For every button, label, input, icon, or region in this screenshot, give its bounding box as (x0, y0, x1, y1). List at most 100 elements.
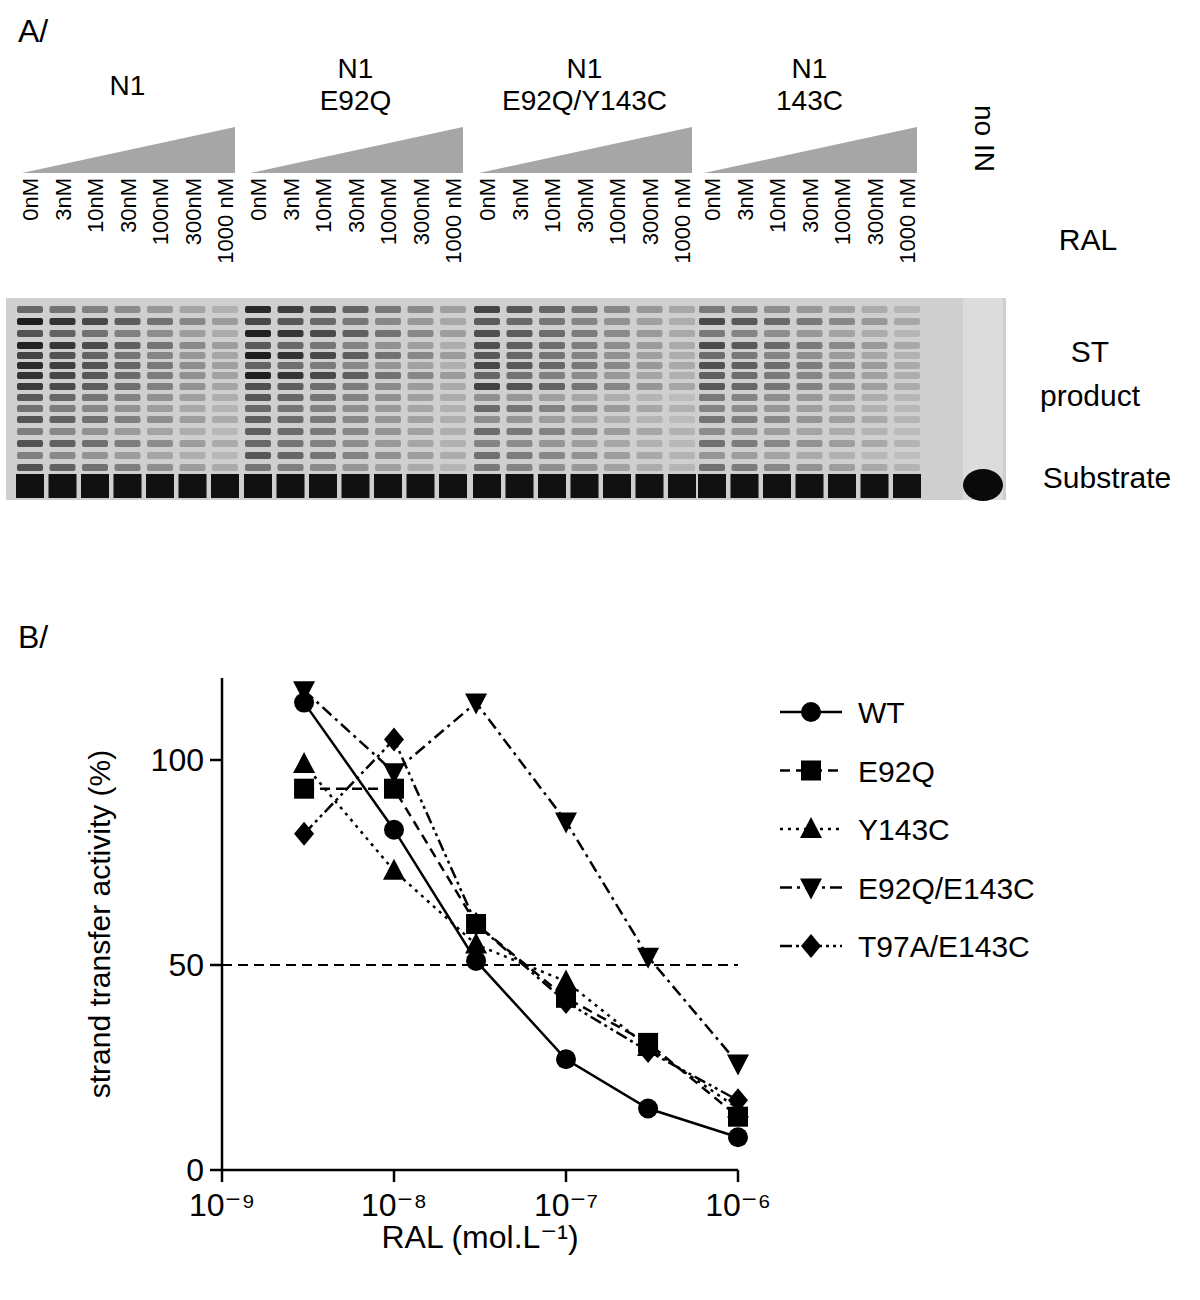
gel-band (539, 306, 565, 313)
lane-label: 0nM (475, 178, 500, 221)
gel-band (50, 352, 76, 359)
gel-band (212, 318, 238, 325)
data-point (383, 859, 405, 880)
gel-band (278, 362, 304, 369)
lane-label: 300nM (863, 178, 888, 245)
gel-band (115, 362, 141, 369)
gel-band (82, 405, 108, 412)
gel-band (732, 383, 758, 390)
gel-band (440, 362, 466, 369)
gel-band (797, 440, 823, 447)
gel-band (894, 342, 920, 349)
gel-band (507, 383, 533, 390)
gel-band (764, 362, 790, 369)
gel-band (669, 352, 695, 359)
gel-band (637, 405, 663, 412)
data-point (466, 912, 486, 936)
gel-band (732, 428, 758, 435)
gel-band (115, 318, 141, 325)
gel-band (797, 405, 823, 412)
gel-band (408, 318, 434, 325)
gel-band (245, 416, 271, 423)
data-point (555, 969, 577, 990)
x-axis (222, 1169, 738, 1172)
gel-band (862, 440, 888, 447)
x-tick (393, 1170, 396, 1182)
gel-band (147, 318, 173, 325)
y-tick (210, 1169, 222, 1172)
gel-band (278, 416, 304, 423)
gel-band (894, 330, 920, 337)
gel-band (440, 464, 466, 471)
gel-band (604, 383, 630, 390)
gel-band (604, 330, 630, 337)
gel-band (147, 306, 173, 313)
gel-band (474, 342, 500, 349)
lane-label: 30nM (798, 178, 823, 233)
gel-band (797, 342, 823, 349)
gel-band (764, 440, 790, 447)
gel-band (732, 440, 758, 447)
lane-label: 100nM (605, 178, 630, 245)
substrate-band (211, 474, 239, 498)
gel-band (764, 405, 790, 412)
gel-band (732, 352, 758, 359)
gel-band (732, 394, 758, 401)
gel-band (829, 352, 855, 359)
gel-band (310, 452, 336, 459)
gel-band (669, 394, 695, 401)
gel-band (343, 330, 369, 337)
gel-band (310, 464, 336, 471)
gel-band (82, 464, 108, 471)
gel-band (797, 416, 823, 423)
gel-band (474, 464, 500, 471)
gel-band (147, 405, 173, 412)
gel-band (764, 318, 790, 325)
series-line (304, 703, 738, 1138)
gel-band (862, 306, 888, 313)
gel-band (180, 362, 206, 369)
gel-band (278, 405, 304, 412)
substrate-band (374, 474, 402, 498)
y-axis-label: strand transfer activity (%) (83, 750, 116, 1098)
gel-band (50, 440, 76, 447)
gel-band (539, 394, 565, 401)
gel-band (474, 452, 500, 459)
lane-label: 30nM (116, 178, 141, 233)
gel-band (278, 352, 304, 359)
gel-band (310, 440, 336, 447)
gel-band (147, 394, 173, 401)
gel-band (278, 372, 304, 379)
gel-band (245, 330, 271, 337)
gel-band (115, 330, 141, 337)
gel-band (310, 405, 336, 412)
gel-band (408, 306, 434, 313)
gel-band (764, 342, 790, 349)
gel-band (180, 394, 206, 401)
gel-band (764, 352, 790, 359)
gel-band (894, 416, 920, 423)
gel-band (507, 330, 533, 337)
gel-band (507, 362, 533, 369)
gel-band (310, 416, 336, 423)
gel-band (343, 372, 369, 379)
gel-band (572, 452, 598, 459)
gel-band (669, 440, 695, 447)
gel-band (862, 342, 888, 349)
gel-band (539, 342, 565, 349)
gel-band (539, 318, 565, 325)
gel-band (115, 352, 141, 359)
gel-band (699, 318, 725, 325)
substrate-band (277, 474, 305, 498)
gel-band (732, 362, 758, 369)
gel-band (764, 330, 790, 337)
substrate-band (763, 474, 791, 498)
gel-band (375, 383, 401, 390)
gel-band (699, 405, 725, 412)
lane-label: 1000 nM (213, 178, 238, 264)
series-line (304, 764, 738, 1108)
gel-band (147, 372, 173, 379)
gel-band (894, 452, 920, 459)
gel-band (637, 452, 663, 459)
gel-band (82, 318, 108, 325)
